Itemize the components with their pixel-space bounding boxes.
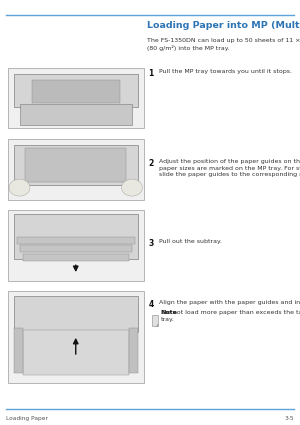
Bar [8, 291, 144, 382]
Bar [14, 296, 138, 332]
Ellipse shape [122, 179, 142, 196]
Text: 2: 2 [148, 159, 154, 168]
Bar [22, 329, 129, 375]
Bar [8, 139, 144, 200]
Bar [14, 145, 138, 184]
Bar [14, 328, 22, 374]
Bar [152, 314, 158, 326]
Text: 1: 1 [148, 69, 154, 78]
Bar [32, 80, 120, 102]
Bar [14, 214, 138, 259]
Text: Note: Note [160, 310, 177, 315]
Text: Loading Paper into MP (Multi-Purpose) Tray: Loading Paper into MP (Multi-Purpose) Tr… [147, 21, 300, 30]
Text: Pull out the subtray.: Pull out the subtray. [159, 239, 222, 244]
Bar [8, 210, 144, 280]
Bar [16, 237, 135, 244]
Bar [26, 148, 126, 181]
Text: Pull the MP tray towards you until it stops.: Pull the MP tray towards you until it st… [159, 69, 292, 74]
Text: 4: 4 [148, 300, 154, 309]
Bar [20, 104, 132, 125]
Bar [129, 328, 138, 374]
Text: The FS-1350DN can load up to 50 sheets of 11 × 8 1/2" or A4 paper
(80 g/m²) into: The FS-1350DN can load up to 50 sheets o… [147, 38, 300, 51]
Text: 3-5: 3-5 [284, 416, 294, 421]
Ellipse shape [9, 179, 30, 196]
Bar [20, 245, 132, 252]
Bar [14, 74, 138, 107]
Text: 3: 3 [148, 239, 154, 248]
Text: Adjust the position of the paper guides on the MP tray. Standard
paper sizes are: Adjust the position of the paper guides … [159, 159, 300, 177]
Bar [22, 254, 129, 261]
Bar [8, 68, 144, 128]
Polygon shape [156, 324, 158, 326]
Text: Align the paper with the paper guides and insert as far as it will go.: Align the paper with the paper guides an… [159, 300, 300, 305]
Text: Do not load more paper than exceeds the tab of the MP
tray.: Do not load more paper than exceeds the … [160, 310, 300, 322]
Text: Loading Paper: Loading Paper [6, 416, 48, 421]
